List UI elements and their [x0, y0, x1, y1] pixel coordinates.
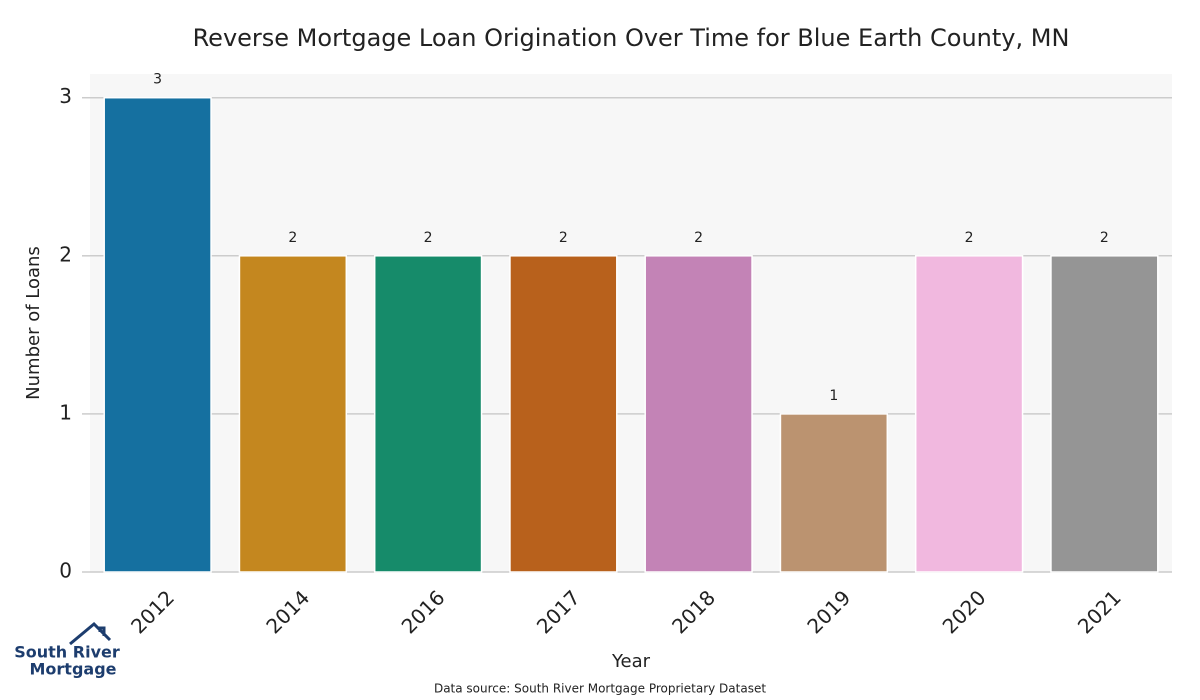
- value-label: 2: [424, 230, 433, 246]
- x-tick-label: 2018: [667, 585, 720, 638]
- x-axis-label: Year: [611, 651, 651, 672]
- bar: [779, 413, 889, 573]
- x-tick-label: 2012: [126, 585, 179, 638]
- bar: [373, 255, 483, 573]
- value-label: 1: [829, 388, 838, 404]
- bar: [914, 255, 1024, 573]
- x-tick-label: 2017: [532, 585, 585, 638]
- bar: [509, 255, 618, 573]
- x-tick-label: 2016: [397, 585, 450, 638]
- logo-icon: [69, 621, 112, 646]
- value-label: 2: [559, 230, 568, 246]
- value-label: 3: [153, 72, 162, 88]
- value-label: 2: [1100, 230, 1109, 246]
- value-label: 2: [694, 230, 703, 246]
- x-tick-label: 2019: [802, 585, 855, 638]
- logo-text: Mortgage: [29, 660, 116, 679]
- bar: [1050, 255, 1159, 573]
- y-tick-label: 2: [59, 242, 72, 266]
- logo: South River Mortgage: [14, 621, 120, 679]
- logo-text: South River: [14, 643, 120, 662]
- value-label: 2: [288, 230, 297, 246]
- x-tick-label: 2014: [261, 585, 314, 638]
- bar: [103, 96, 212, 573]
- x-tick-label: 2021: [1073, 585, 1126, 638]
- y-tick-label: 1: [59, 400, 72, 424]
- chart-title: Reverse Mortgage Loan Origination Over T…: [193, 24, 1070, 52]
- value-label: 2: [965, 230, 974, 246]
- y-tick-label: 0: [59, 559, 72, 583]
- bar: [238, 255, 348, 573]
- bar: [644, 255, 753, 573]
- source-note: Data source: South River Mortgage Propri…: [434, 682, 766, 696]
- x-tick-label: 2020: [938, 585, 991, 638]
- y-axis-label: Number of Loans: [23, 246, 44, 400]
- y-tick-label: 3: [59, 84, 72, 108]
